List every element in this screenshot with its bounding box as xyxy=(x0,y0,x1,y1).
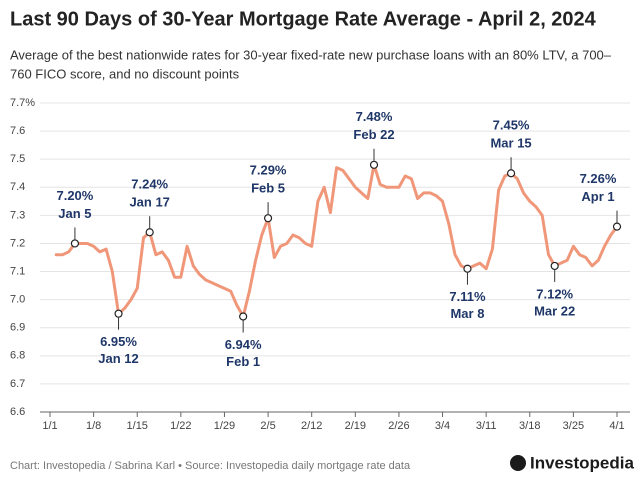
footer: Chart: Investopedia / Sabrina Karl • Sou… xyxy=(10,460,411,472)
annotation-date: Feb 22 xyxy=(353,127,394,142)
annotation-value: 7.20% xyxy=(56,188,93,203)
annotation-value: 7.48% xyxy=(356,109,393,124)
x-tick-label: 1/15 xyxy=(127,420,148,432)
annotation-point xyxy=(506,169,516,178)
y-tick-label: 7.5 xyxy=(10,153,25,165)
subtitle: Average of the best nationwide rates for… xyxy=(10,47,612,62)
x-tick-label: 1/8 xyxy=(86,420,101,432)
x-tick-label: 1/22 xyxy=(170,420,191,432)
x-tick-label: 3/25 xyxy=(563,420,584,432)
y-tick-label: 7.1 xyxy=(10,265,25,277)
annotation-point xyxy=(369,160,379,169)
annotation-date: Feb 1 xyxy=(226,354,260,369)
annotation-date: Jan 5 xyxy=(58,206,91,221)
x-tick-label: 2/12 xyxy=(301,420,322,432)
x-tick-label: 2/26 xyxy=(388,420,409,432)
y-tick-label: 6.8 xyxy=(10,350,25,362)
y-tick-label: 7.6 xyxy=(10,125,25,137)
x-tick-label: 1/1 xyxy=(42,420,57,432)
y-tick-label: 7.7% xyxy=(10,97,35,109)
annotation-date: Jan 17 xyxy=(129,195,169,210)
annotation-point xyxy=(114,309,123,318)
annotation-point xyxy=(145,228,154,237)
x-tick-label: 2/5 xyxy=(260,420,275,432)
annotation-value: 7.45% xyxy=(493,118,530,133)
annotation-date: Jan 12 xyxy=(98,351,138,366)
annotation-point xyxy=(70,239,80,248)
annotation-date: Apr 1 xyxy=(581,189,614,204)
annotation-value: 7.11% xyxy=(449,289,486,304)
y-tick-label: 6.9 xyxy=(10,322,25,334)
annotation-point xyxy=(239,312,248,321)
annotation-value: 7.26% xyxy=(580,171,617,186)
x-tick-label: 2/19 xyxy=(345,420,366,432)
x-tick-label: 4/1 xyxy=(609,420,624,432)
annotation-date: Mar 22 xyxy=(534,303,575,318)
y-tick-label: 7.0 xyxy=(10,294,25,306)
y-tick-label: 7.4 xyxy=(10,181,25,193)
x-tick-label: 3/4 xyxy=(435,420,450,432)
annotation-value: 6.95% xyxy=(100,334,137,349)
annotation-date: Mar 15 xyxy=(490,136,531,151)
annotation-date: Mar 8 xyxy=(450,306,484,321)
logo: Investopedia xyxy=(530,453,634,472)
annotation-point xyxy=(612,222,622,231)
annotation-value: 6.94% xyxy=(225,337,262,352)
x-tick-label: 3/11 xyxy=(476,420,497,432)
chart-title: Last 90 Days of 30-Year Mortgage Rate Av… xyxy=(10,8,597,30)
annotation-value: 7.24% xyxy=(131,177,168,192)
y-tick-label: 6.6 xyxy=(10,406,25,418)
y-tick-label: 7.3 xyxy=(10,209,25,221)
x-tick-label: 3/18 xyxy=(519,420,540,432)
annotation-date: Feb 5 xyxy=(251,181,285,196)
annotation-point xyxy=(463,264,472,273)
logo-icon xyxy=(510,455,526,471)
annotation-point xyxy=(263,214,273,223)
y-tick-label: 7.2 xyxy=(10,237,25,249)
annotation-value: 7.12% xyxy=(536,286,573,301)
x-tick-label: 1/29 xyxy=(214,420,235,432)
annotation-value: 7.29% xyxy=(250,163,287,178)
annotation-point xyxy=(550,261,559,271)
subtitle: 760 FICO score, and no discount points xyxy=(10,66,240,81)
y-tick-label: 6.7 xyxy=(10,378,25,390)
